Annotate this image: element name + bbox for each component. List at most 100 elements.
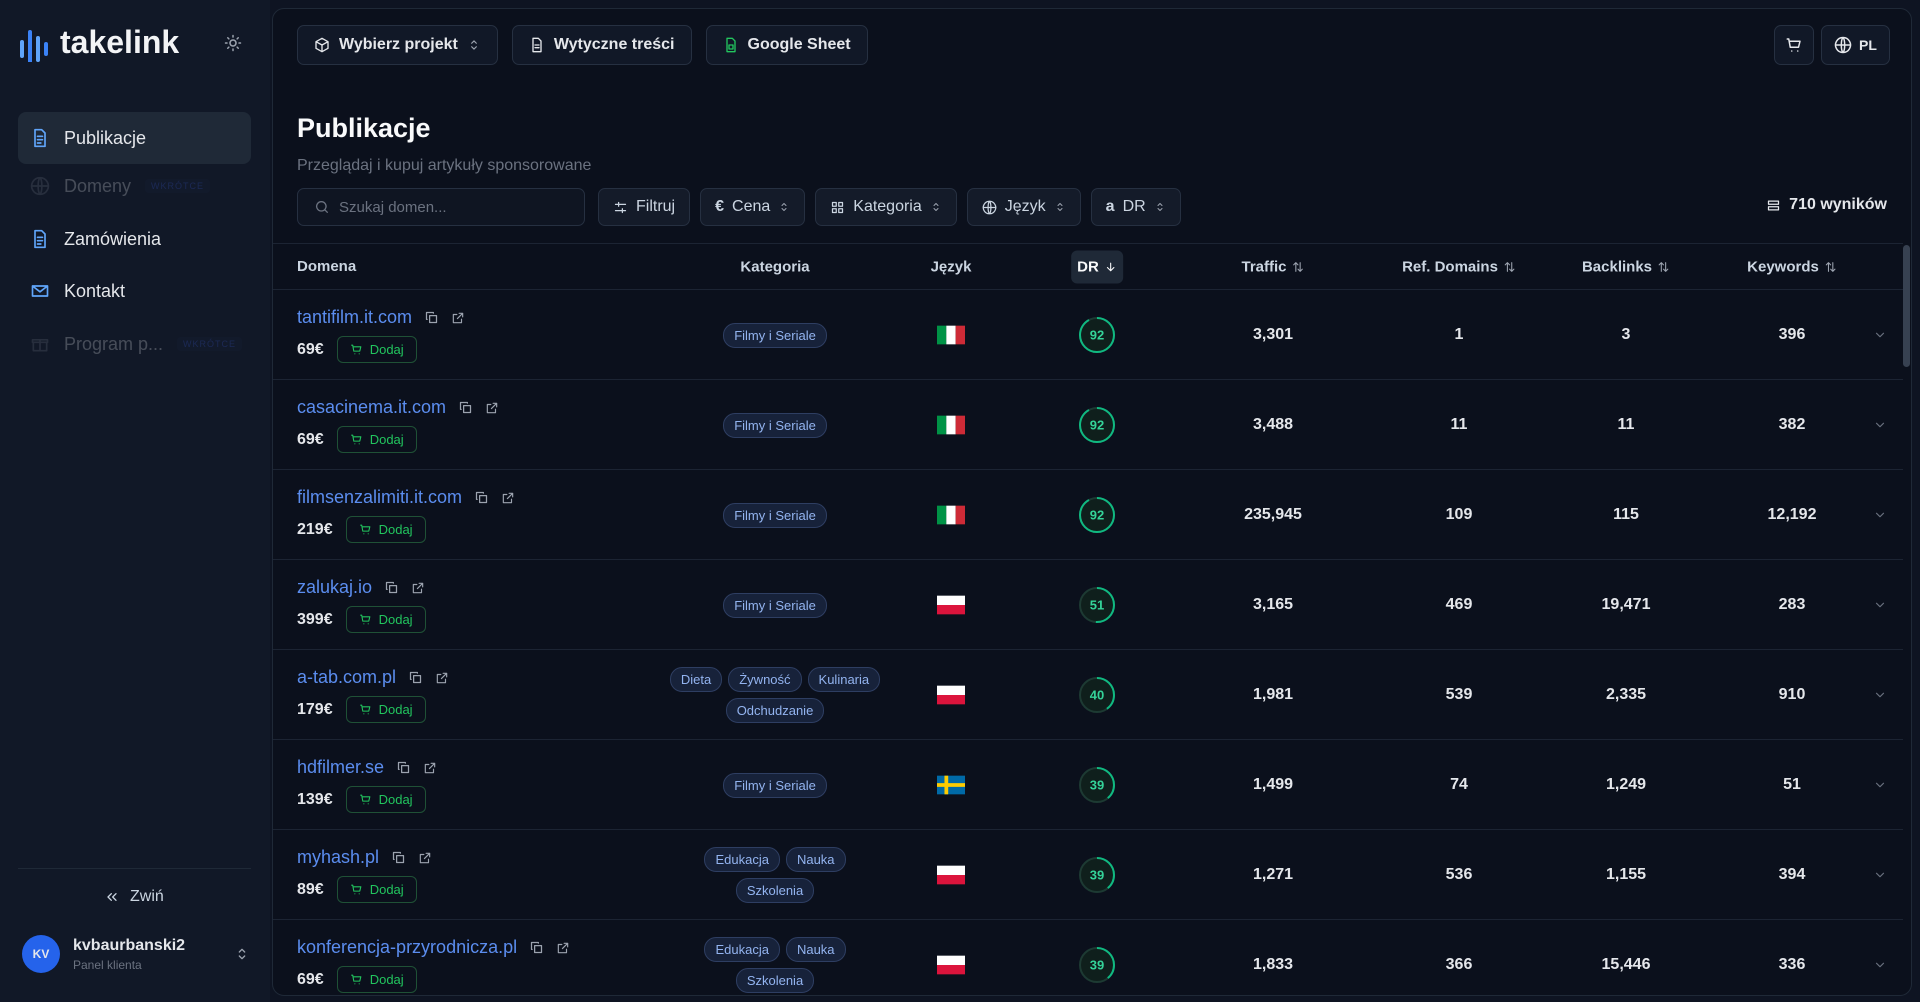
cart-icon [1786, 38, 1801, 52]
search-input[interactable]: Szukaj domen... [297, 188, 585, 226]
table-row[interactable]: filmsenzalimiti.it.com 219€ Dodaj Filmy i S… [273, 470, 1903, 560]
add-button[interactable]: Dodaj [345, 696, 426, 723]
flag [937, 865, 965, 885]
filter-icon-text: € [715, 198, 725, 215]
filter-button[interactable]: Język [966, 188, 1081, 226]
table-row[interactable]: zalukaj.io 399€ Dodaj Filmy i Seriale 51 3,16… [273, 560, 1903, 650]
language-button[interactable]: PL [1821, 25, 1890, 65]
search-icon-path [316, 201, 328, 213]
column-header[interactable]: Keywords [1747, 259, 1837, 276]
metric: 109 [1445, 506, 1473, 523]
expand-icon[interactable] [1873, 328, 1887, 342]
logo-bar [28, 30, 32, 62]
filter-label: DR [1122, 198, 1146, 215]
domain-link[interactable]: filmsenzalimiti.it.com [297, 487, 463, 507]
copy-icon [385, 581, 398, 594]
expand-icon[interactable] [1873, 598, 1887, 612]
metric: 3,301 [1252, 326, 1294, 343]
user-menu[interactable]: KV kvbaurbanski2 Panel klienta [22, 935, 250, 973]
table-row[interactable]: casacinema.it.com 69€ Dodaj Filmy i Seriale… [273, 380, 1903, 470]
expand-icon[interactable] [1873, 778, 1887, 792]
nav-item[interactable]: Kontakt [18, 265, 251, 317]
column-header[interactable]: Backlinks [1582, 259, 1670, 276]
flag-stripe [937, 685, 965, 695]
button-icon [725, 37, 736, 53]
domain-link[interactable]: hdfilmer.se [297, 757, 385, 777]
domain-line: tantifilm.it.com [297, 307, 465, 328]
category-badge: Dieta [669, 667, 723, 692]
toolbar-button[interactable]: Google Sheet [705, 25, 868, 65]
button-icon-path [725, 37, 736, 53]
metric: 1,981 [1252, 686, 1294, 703]
category-badge: Kulinaria [807, 667, 881, 692]
domain-link[interactable]: myhash.pl [297, 847, 380, 867]
external-link-icon [424, 762, 436, 773]
toolbar-button[interactable]: Wytyczne treści [511, 25, 692, 65]
table-row[interactable]: konferencja-przyrodnicza.pl 69€ Dodaj Eduka… [273, 920, 1903, 995]
table-row[interactable]: a-tab.com.pl 179€ Dodaj Dieta Żywność Kulinar… [273, 650, 1903, 740]
domain-link[interactable]: tantifilm.it.com [297, 307, 413, 327]
domain-link[interactable]: casacinema.it.com [297, 397, 447, 417]
dr-ring: 92 [1079, 407, 1115, 443]
external-link-icon [557, 942, 569, 953]
flag-stripe [937, 505, 947, 525]
categories: Filmy i Seriale [665, 290, 885, 380]
column-header[interactable]: Ref. Domains [1402, 259, 1516, 276]
table-row[interactable]: myhash.pl 89€ Dodaj Edukacja Nauka Szkolenia 3… [273, 830, 1903, 920]
filter-button[interactable]: € Cena [700, 188, 806, 226]
results-label: 710 wyników [1789, 196, 1887, 213]
dr-ring: 39 [1079, 767, 1115, 803]
filter-button[interactable]: Filtruj [598, 188, 691, 226]
expand-icon[interactable] [1873, 688, 1887, 702]
flag-stripe [946, 415, 956, 435]
expand-icon[interactable] [1873, 508, 1887, 522]
select-icon [1157, 203, 1163, 211]
domain-link[interactable]: zalukaj.io [297, 577, 373, 597]
flag-stripe [946, 505, 956, 525]
filter-button[interactable]: a DR [1090, 188, 1181, 226]
column-header[interactable]: DR [1071, 250, 1123, 284]
column-label: Język [930, 258, 972, 276]
cart-button[interactable] [1774, 25, 1814, 65]
categories: Filmy i Seriale [665, 560, 885, 650]
logo-bar [36, 36, 40, 62]
chevron-path [1875, 512, 1885, 518]
cart-icon-path [359, 614, 370, 625]
add-button[interactable]: Dodaj [345, 786, 426, 813]
domain-link[interactable]: konferencja-przyrodnicza.pl [297, 937, 518, 957]
domain-link[interactable]: a-tab.com.pl [297, 667, 397, 687]
filter-icon-path [614, 201, 627, 213]
theme-toggle[interactable] [224, 34, 242, 52]
column-header[interactable]: Traffic [1241, 259, 1304, 276]
domain-line: zalukaj.io [297, 577, 425, 598]
collapse-button[interactable]: Zwiń [104, 888, 164, 906]
add-button[interactable]: Dodaj [345, 516, 426, 543]
column-header: Domena [297, 258, 357, 275]
filter-button[interactable]: Kategoria [815, 188, 957, 226]
expand-icon[interactable] [1873, 868, 1887, 882]
external-link-icon [452, 312, 464, 323]
nav-icon [34, 229, 46, 249]
metric: 12,192 [1767, 506, 1817, 523]
nav-item[interactable]: Publikacje [18, 112, 251, 164]
copy-icon-path [475, 491, 488, 504]
add-button[interactable]: Dodaj [345, 606, 426, 633]
expand-icon[interactable] [1873, 958, 1887, 972]
price-line: 219€ Dodaj [297, 516, 426, 543]
external-link-icon [436, 672, 448, 683]
add-button[interactable]: Dodaj [336, 876, 417, 903]
add-button[interactable]: Dodaj [336, 966, 417, 993]
scrollbar-thumb [1903, 245, 1910, 367]
add-button[interactable]: Dodaj [336, 336, 417, 363]
user-menu-icon [238, 948, 246, 960]
table-row[interactable]: tantifilm.it.com 69€ Dodaj Filmy i Seriale 9… [273, 290, 1903, 380]
select-icon-path [470, 40, 477, 50]
add-button[interactable]: Dodaj [336, 426, 417, 453]
toolbar-button[interactable]: Wybierz projekt [297, 25, 498, 65]
table-row[interactable]: hdfilmer.se 139€ Dodaj Filmy i Seriale 39 1,4… [273, 740, 1903, 830]
filter-icon [982, 200, 997, 214]
dr-ring: 92 [1079, 497, 1115, 533]
nav-item[interactable]: Zamówienia [18, 213, 251, 265]
cart-icon-path [1786, 38, 1801, 52]
expand-icon[interactable] [1873, 418, 1887, 432]
